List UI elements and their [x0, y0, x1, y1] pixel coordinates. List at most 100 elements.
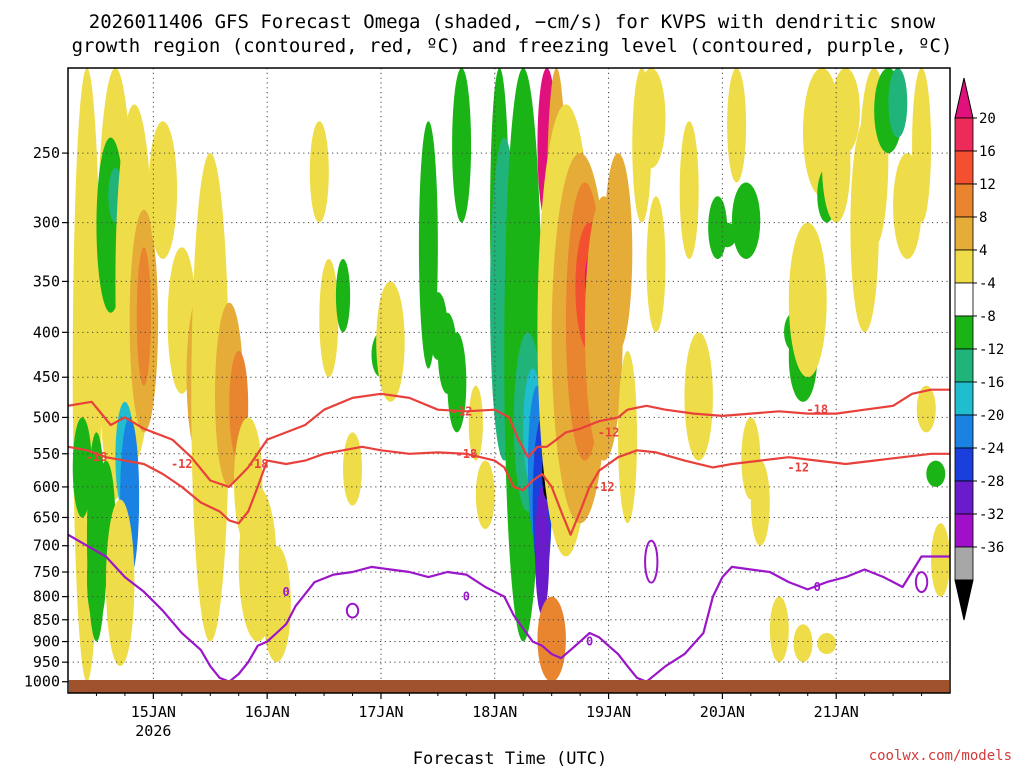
- colorbar-label: 16: [979, 144, 996, 160]
- y-tick-label: 400: [33, 323, 60, 341]
- freezing-level-contour-line: [68, 533, 647, 683]
- freezing-level-contour-loop: [914, 571, 929, 593]
- x-tick-label: 18JAN: [472, 703, 517, 721]
- chart-title-line-2: growth region (contoured, red, ºC) and f…: [72, 35, 953, 57]
- contour-label-red: -12: [171, 457, 193, 471]
- dendritic-contour-line: [68, 388, 950, 488]
- colorbar-label: -16: [979, 375, 1004, 391]
- contour-label-red: -18: [455, 447, 477, 461]
- omega-shade-patch: [105, 499, 135, 667]
- colorbar-segment: [954, 150, 974, 185]
- omega-shade-patch: [916, 385, 936, 433]
- x-tick-label: 16JAN: [245, 703, 290, 721]
- contour-label-red: -12: [451, 404, 473, 418]
- x-tick-label: 19JAN: [586, 703, 631, 721]
- colorbar-segment: [954, 183, 974, 218]
- colorbar-segment: [954, 315, 974, 350]
- y-axis-pressure: 250 300 350 400 450 500 550 600 650 700 750 800 850 9…: [24, 144, 68, 691]
- omega-shade-patch: [468, 385, 483, 461]
- y-tick-label: 800: [33, 588, 60, 606]
- colorbar-label: -32: [979, 507, 1004, 523]
- omega-shade-patch: [788, 222, 827, 378]
- omega-shade-patch: [731, 182, 761, 259]
- omega-shade-patch: [86, 534, 106, 625]
- contour-layer: -18 -12 -18 -12 -18 -12 -12 -18 -12 0 0 0 0: [68, 388, 950, 683]
- colorbar-label: 8: [979, 210, 987, 226]
- omega-shade-patch: [376, 281, 405, 402]
- y-tick-label: 650: [33, 508, 60, 526]
- omega-shade-patch: [191, 153, 230, 642]
- x-tick-label: 20JAN: [700, 703, 745, 721]
- contour-label-red: -12: [598, 425, 620, 439]
- ground-terrain-bar: [69, 680, 949, 693]
- y-tick-label: 950: [33, 653, 60, 671]
- omega-shade-patch: [679, 121, 699, 259]
- colorbar-label: 12: [979, 177, 996, 193]
- y-tick-label: 600: [33, 478, 60, 496]
- freezing-level-contour-loop: [644, 539, 659, 584]
- y-tick-label: 900: [33, 633, 60, 651]
- colorbar-label: 4: [979, 243, 987, 259]
- y-tick-label: 300: [33, 214, 60, 232]
- colorbar-label: -8: [979, 309, 996, 325]
- colorbar-segment: [954, 348, 974, 383]
- omega-shade-patch: [603, 153, 633, 351]
- omega-shade-patch: [136, 247, 151, 386]
- colorbar-label: -20: [979, 408, 1004, 424]
- x-tick-label: 15JAN: [131, 703, 176, 721]
- colorbar: 20 16 12 8 4 -4 -8 -12 -16 -20 -24 -28 -32 -36: [954, 77, 1004, 621]
- freezing-level-contour-line: [645, 555, 950, 683]
- omega-shade-patch: [262, 545, 291, 663]
- colorbar-label: 20: [979, 111, 996, 127]
- contour-label-red: -18: [86, 450, 108, 464]
- omega-shade-patch: [72, 417, 92, 518]
- y-tick-label: 550: [33, 445, 60, 463]
- omega-shade-patch: [475, 460, 495, 530]
- colorbar-segment: [954, 414, 974, 449]
- colorbar-segment: [954, 117, 974, 152]
- contour-label-red: -12: [593, 480, 615, 494]
- contour-label-purple: 0: [586, 635, 593, 649]
- x-axis-label: Forecast Time (UTC): [413, 749, 607, 768]
- source-credit: coolwx.com/models: [869, 748, 1012, 764]
- x-tick-label: 21JAN: [814, 703, 859, 721]
- omega-shade-patch: [831, 68, 860, 154]
- y-tick-label: 450: [33, 368, 60, 386]
- colorbar-label: -28: [979, 474, 1004, 490]
- colorbar-segment: [954, 249, 974, 284]
- colorbar-segment: [954, 447, 974, 482]
- y-tick-label: 350: [33, 272, 60, 290]
- y-tick-label: 850: [33, 611, 60, 629]
- omega-shade-patch: [319, 258, 339, 378]
- colorbar-bottom-arrow: [954, 579, 974, 621]
- y-tick-label: 700: [33, 537, 60, 555]
- colorbar-segment: [954, 513, 974, 548]
- omega-shade-patch: [447, 332, 467, 433]
- x-tick-label: 17JAN: [358, 703, 403, 721]
- omega-shade-patch: [931, 523, 950, 597]
- y-tick-label: 500: [33, 408, 60, 426]
- omega-shade-patch: [750, 460, 770, 546]
- omega-shade-patch: [618, 350, 638, 524]
- freezing-level-contour-loop: [345, 602, 360, 619]
- grid-layer: [68, 68, 950, 693]
- omega-shade-patch: [769, 596, 789, 663]
- omega-shade-patch: [535, 486, 550, 616]
- colorbar-label: -36: [979, 540, 1004, 556]
- contour-label-red: -18: [806, 403, 828, 417]
- contour-label-purple: 0: [463, 590, 470, 604]
- omega-shade-patch: [537, 596, 566, 682]
- omega-shade-patch: [343, 432, 363, 506]
- contour-label-purple: 0: [814, 580, 821, 594]
- plot-frame: [67, 67, 951, 694]
- colorbar-segment: [954, 216, 974, 251]
- omega-shade-patch: [637, 68, 666, 169]
- omega-shade-patch: [912, 68, 932, 223]
- omega-shade-patch: [727, 68, 747, 183]
- y-tick-label: 750: [33, 563, 60, 581]
- colorbar-top-arrow: [954, 77, 974, 119]
- colorbar-segment: [954, 282, 974, 317]
- contour-label-red: -12: [787, 460, 809, 474]
- contour-label-red: -18: [247, 457, 269, 471]
